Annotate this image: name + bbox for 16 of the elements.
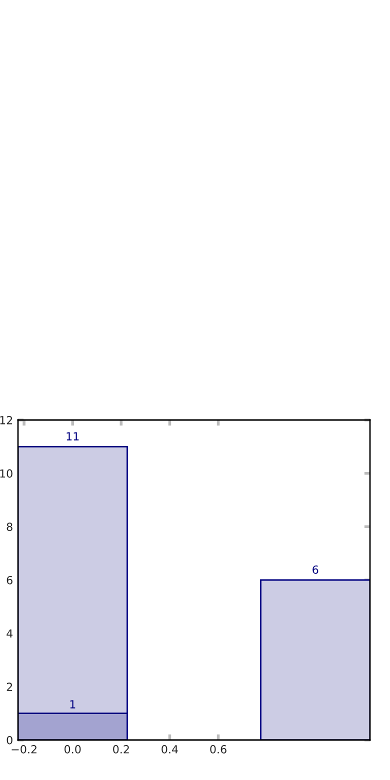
data-label: 1 xyxy=(70,700,76,708)
y-tick-label: 6 xyxy=(6,576,12,584)
y-tick-label: 8 xyxy=(6,522,12,532)
total-label: 6 xyxy=(312,565,318,574)
x-tick-label: 0.6 xyxy=(210,745,226,754)
y-tick-label: 2 xyxy=(6,682,12,691)
x-tick-label: 0.4 xyxy=(162,745,178,754)
bar xyxy=(260,579,370,740)
total-label: 11 xyxy=(66,432,79,440)
x-tick-label: 0.0 xyxy=(64,745,81,754)
x-tick-label: −0.2 xyxy=(12,745,36,754)
y-tick-label: 12 xyxy=(0,416,12,424)
y-tick-label: 0 xyxy=(6,736,12,744)
x-tick-label: 0.2 xyxy=(113,745,129,754)
y-tick-label: 10 xyxy=(0,469,12,478)
y-tick-label: 4 xyxy=(6,629,13,638)
